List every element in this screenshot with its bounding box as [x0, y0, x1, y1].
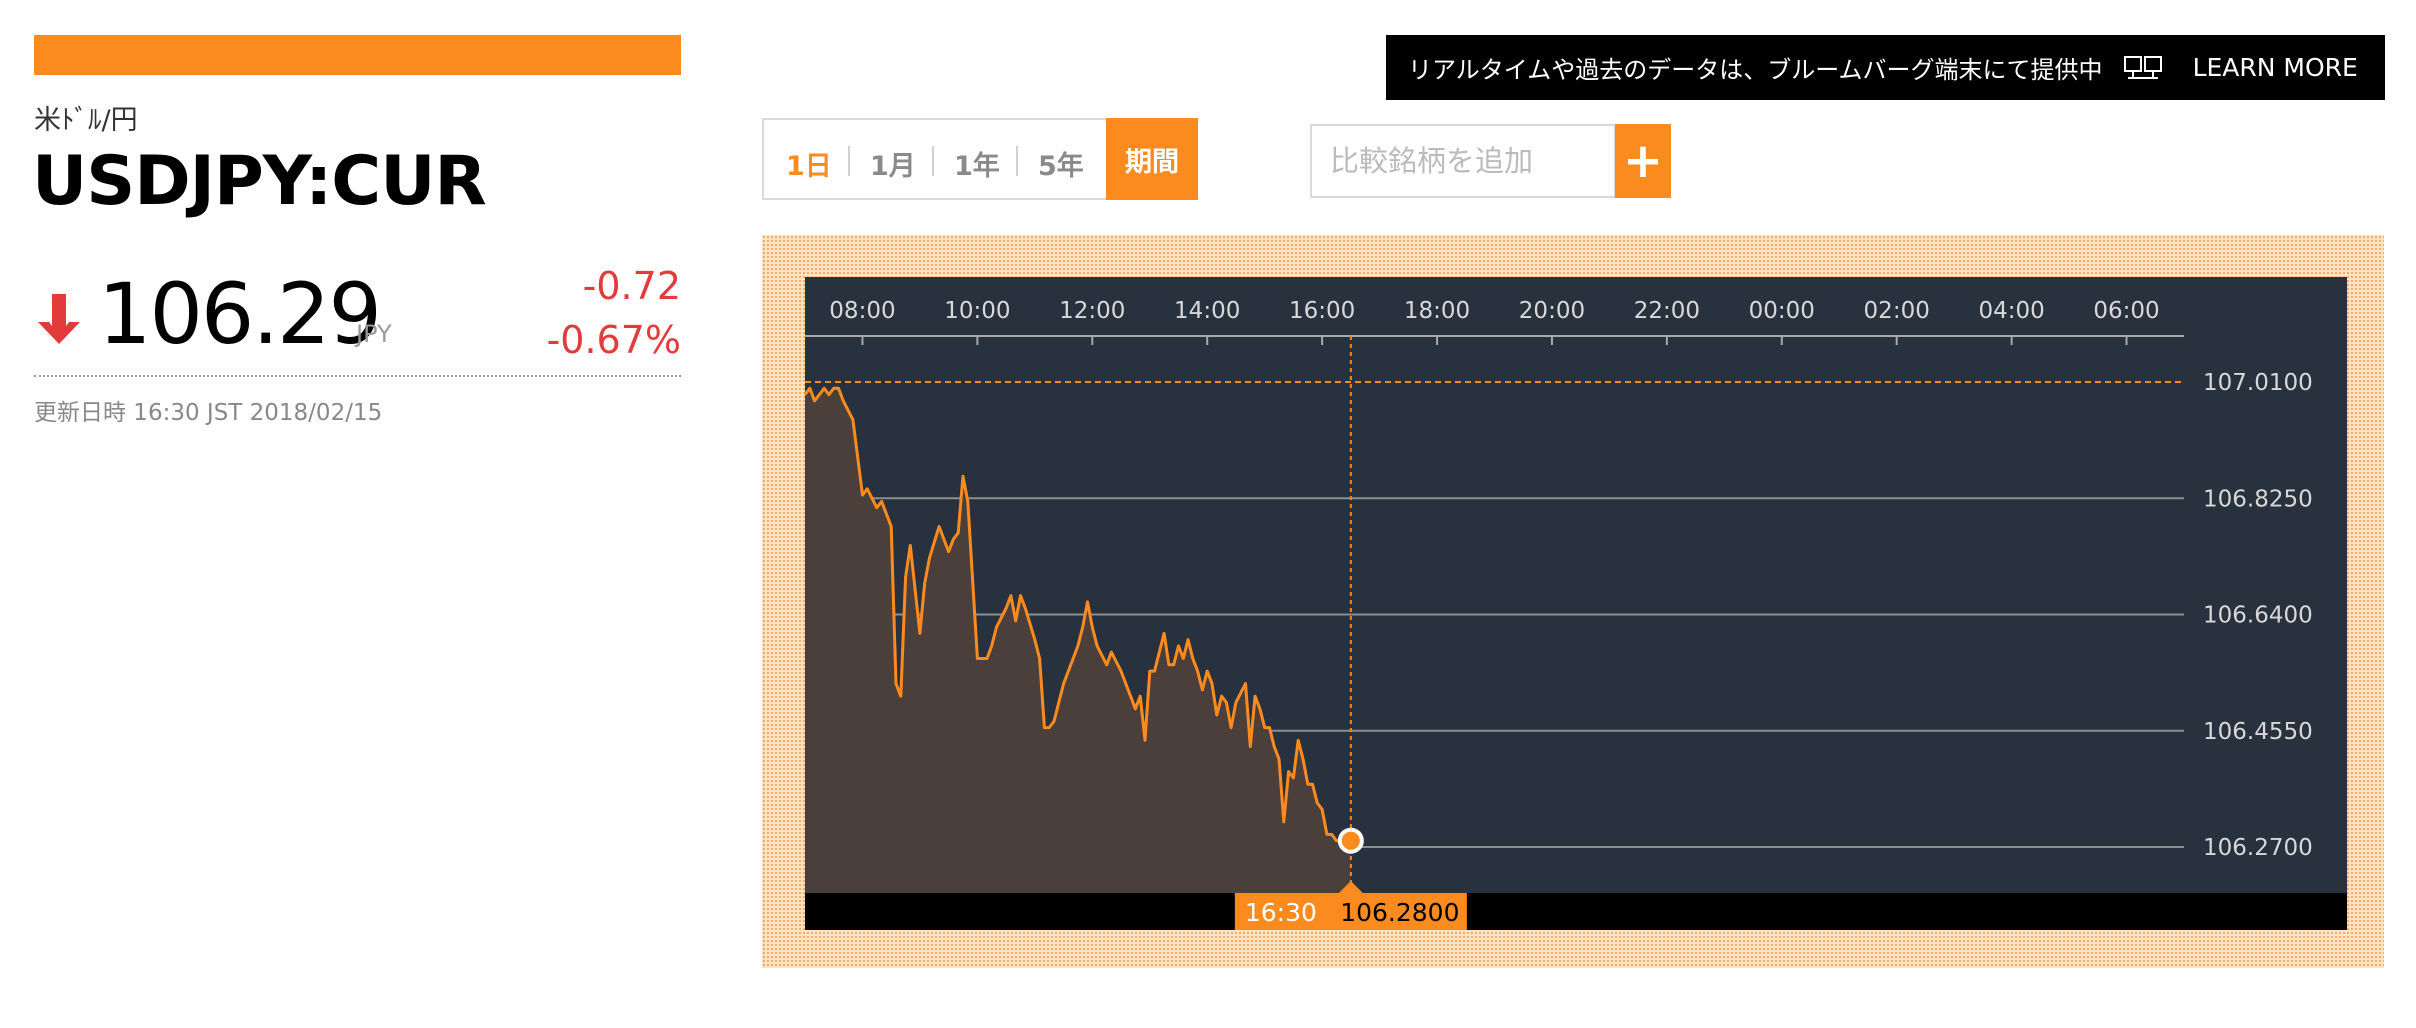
cursor-point	[1337, 827, 1364, 854]
range-separator	[932, 146, 934, 176]
x-tick-label: 12:00	[1059, 298, 1125, 324]
range-1m[interactable]: 1月	[870, 151, 916, 182]
down-arrow-icon	[38, 294, 80, 344]
range-separator	[1016, 146, 1018, 176]
plus-icon[interactable]: +	[1615, 124, 1671, 198]
banner-text: リアルタイムや過去のデータは、ブルームバーグ端末にて提供中	[1408, 56, 2103, 84]
x-tick-label: 14:00	[1174, 298, 1240, 324]
learn-more-link[interactable]: LEARN MORE	[2192, 53, 2358, 82]
price-area	[805, 388, 1351, 893]
range-separator	[848, 146, 850, 176]
x-tick-label: 10:00	[944, 298, 1010, 324]
y-tick-label: 107.0100	[2203, 370, 2313, 396]
instrument-name: 米ﾄﾞﾙ/円	[34, 105, 138, 136]
x-tick-label: 04:00	[1978, 298, 2044, 324]
chart-footer-bar	[805, 893, 2347, 930]
terminal-icon	[2123, 55, 2162, 79]
y-tick-label: 106.2700	[2203, 835, 2313, 861]
price-currency: JPY	[356, 320, 392, 348]
x-tick-label: 16:00	[1289, 298, 1355, 324]
last-price: 106.29	[98, 265, 382, 363]
cursor-label: 16:30 106.2800	[1234, 881, 1467, 930]
x-tick-label: 08:00	[829, 298, 895, 324]
x-tick-label: 02:00	[1864, 298, 1930, 324]
price-line	[803, 386, 1351, 843]
updated-timestamp: 更新日時 16:30 JST 2018/02/15	[34, 400, 383, 426]
y-tick-label: 106.6400	[2203, 603, 2313, 629]
net-change: -0.72	[582, 264, 681, 308]
x-tick-label: 22:00	[1634, 298, 1700, 324]
y-tick-label: 106.4550	[2203, 719, 2313, 745]
chart-frame: 08:00 10:00 12:00 14:00 16:00 18:00 20:00 22:00…	[762, 235, 2384, 968]
x-tick-label: 06:00	[2093, 298, 2159, 324]
range-custom-button[interactable]: 期間	[1106, 118, 1198, 200]
terminal-banner[interactable]: リアルタイムや過去のデータは、ブルームバーグ端末にて提供中 LEARN MORE	[1386, 35, 2385, 100]
percent-change: -0.67%	[546, 318, 681, 362]
price-chart[interactable]: 08:00 10:00 12:00 14:00 16:00 18:00 20:00 22:00…	[762, 235, 2384, 968]
x-tick-label: 00:00	[1749, 298, 1815, 324]
cursor-time: 16:30	[1245, 898, 1317, 927]
x-tick-label: 20:00	[1519, 298, 1585, 324]
cursor-value: 106.2800	[1340, 898, 1459, 927]
y-tick-label: 106.8250	[2203, 486, 2313, 512]
range-5y[interactable]: 5年	[1038, 151, 1084, 182]
compare-input[interactable]: 比較銘柄を追加	[1310, 124, 1616, 198]
range-1d[interactable]: 1日	[786, 151, 832, 182]
accent-bar	[34, 35, 681, 75]
range-1y[interactable]: 1年	[954, 151, 1000, 182]
x-tick-label: 18:00	[1404, 298, 1470, 324]
price-divider	[34, 375, 681, 377]
ticker-symbol: USDJPY:CUR	[32, 142, 487, 221]
